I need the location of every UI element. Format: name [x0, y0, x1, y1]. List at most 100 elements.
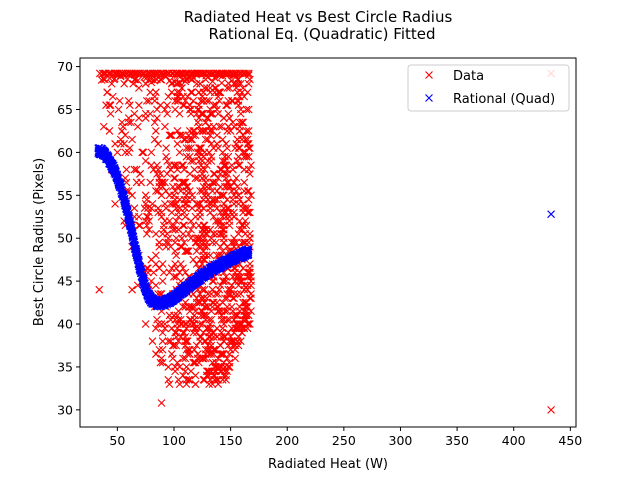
data-point	[179, 101, 187, 110]
data-point	[168, 341, 177, 350]
data-point	[147, 75, 156, 84]
data-point	[158, 328, 167, 337]
data-point	[213, 139, 221, 148]
data-point	[130, 165, 139, 174]
data-point	[153, 169, 161, 178]
data-point	[168, 199, 177, 208]
data-point	[239, 69, 248, 78]
data-point	[209, 298, 218, 307]
fit-point	[244, 248, 253, 257]
data-point	[223, 307, 232, 316]
data-point	[167, 88, 176, 97]
data-point	[192, 260, 201, 268]
data-point	[227, 161, 236, 170]
data-point	[164, 92, 173, 101]
data-point	[199, 182, 208, 191]
data-point	[245, 264, 254, 273]
data-point	[223, 242, 232, 251]
data-point	[202, 84, 211, 92]
data-point	[147, 148, 156, 157]
data-point	[199, 375, 208, 384]
data-point	[189, 255, 198, 264]
data-point	[188, 135, 196, 144]
data-point	[184, 230, 193, 238]
data-point	[119, 122, 127, 131]
data-point	[134, 84, 143, 92]
data-point	[212, 178, 220, 187]
data-point	[195, 157, 203, 165]
data-point	[192, 247, 201, 255]
data-point	[149, 268, 158, 277]
data-point	[204, 135, 212, 144]
x-tick-label: 100	[162, 433, 186, 448]
data-point	[222, 71, 230, 80]
data-point	[240, 152, 249, 161]
data-point	[208, 358, 217, 367]
data-point	[150, 92, 159, 101]
data-point	[133, 69, 141, 78]
data-point	[169, 69, 178, 78]
data-point	[189, 157, 198, 165]
data-point	[210, 363, 219, 371]
data-point	[108, 92, 117, 101]
data-point	[219, 221, 228, 230]
data-point	[188, 302, 196, 311]
series-fit-markers	[94, 143, 555, 311]
data-point	[221, 294, 229, 303]
data-point	[165, 380, 174, 388]
data-point	[195, 242, 203, 251]
data-point	[233, 135, 242, 144]
data-point	[216, 169, 225, 178]
data-point	[236, 337, 245, 346]
fit-point	[141, 279, 149, 288]
data-point	[97, 76, 106, 84]
data-point	[207, 199, 216, 208]
data-point	[146, 178, 155, 187]
data-point	[243, 285, 252, 294]
data-point	[105, 127, 114, 135]
data-point	[170, 272, 178, 281]
data-point	[121, 131, 130, 140]
data-point	[183, 337, 192, 346]
y-tick-label: 40	[57, 317, 73, 332]
data-point	[209, 333, 218, 341]
data-point	[234, 272, 243, 281]
data-point	[175, 363, 184, 371]
data-point	[208, 77, 217, 86]
data-point	[155, 238, 164, 247]
data-point	[174, 208, 183, 217]
x-tick-label: 400	[502, 433, 526, 448]
data-point	[138, 148, 147, 157]
legend-marker-fit-x	[425, 94, 433, 102]
data-point	[153, 75, 161, 84]
data-point	[197, 307, 206, 316]
data-point	[236, 272, 245, 281]
data-point	[181, 178, 190, 187]
legend-marker-fit	[425, 94, 433, 102]
data-point	[173, 71, 182, 80]
data-point	[173, 127, 182, 135]
data-point	[181, 97, 190, 105]
data-point	[189, 221, 198, 230]
data-point	[184, 302, 193, 311]
data-point	[158, 277, 167, 286]
data-point	[182, 187, 191, 195]
data-point	[222, 208, 230, 217]
data-point	[164, 363, 173, 371]
data-point	[134, 221, 143, 230]
data-point	[179, 328, 187, 337]
data-point	[180, 328, 189, 337]
data-point	[219, 191, 228, 200]
data-point	[161, 320, 169, 328]
data-point	[174, 78, 183, 87]
data-point	[222, 277, 230, 286]
data-point	[150, 135, 159, 144]
data-point	[180, 165, 189, 174]
data-point	[185, 187, 194, 195]
data-point	[189, 328, 198, 337]
data-point	[215, 71, 224, 80]
data-point	[153, 114, 161, 122]
data-point	[163, 157, 172, 165]
data-point	[195, 114, 203, 122]
y-tick-label: 50	[57, 231, 73, 246]
